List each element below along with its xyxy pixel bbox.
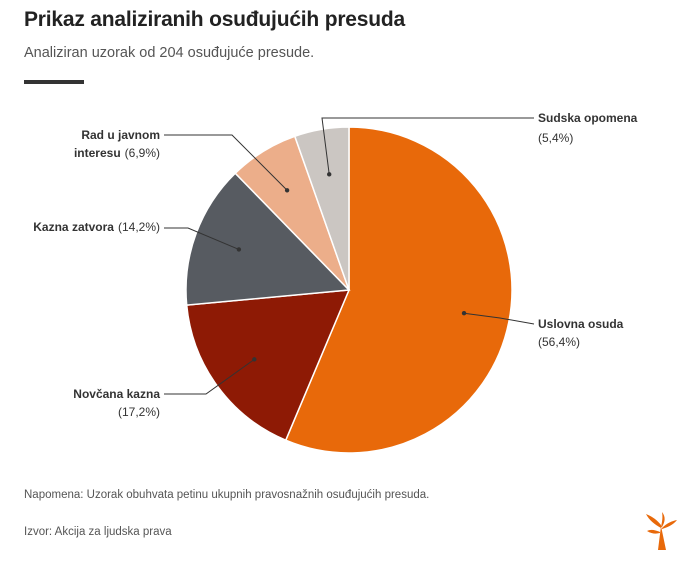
value-uslovna-osuda: (56,4%) <box>538 335 580 349</box>
leader-novcana-kazna <box>164 358 255 395</box>
slice-kazna-zatvora <box>185 172 351 306</box>
chart-title: Prikaz analiziranih osuđujućih presuda <box>24 8 405 31</box>
label-novcana-kazna: Novčana kazna <box>73 387 160 401</box>
pie-chart: Uslovna osuda (56,4%) Novčana kazna (17,… <box>33 111 638 454</box>
leader-rad-u-javnom-interesu-dot <box>284 188 290 193</box>
leader-novcana-kazna-dot <box>252 357 257 362</box>
label-uslovna-osuda: Uslovna osuda <box>538 317 624 331</box>
slice-uslovna-osuda <box>284 126 513 454</box>
leader-kazna-zatvora-dot <box>236 247 242 252</box>
value-novcana-kazna: (17,2%) <box>118 405 160 419</box>
rfe-torch-logo <box>646 512 677 550</box>
leader-sudska-opomena-dot <box>327 172 332 177</box>
label-kazna-zatvora: Kazna zatvora <box>33 220 114 234</box>
label-sudska-opomena: Sudska opomena <box>538 111 638 125</box>
label-rad-line2: interesu (6,9%) <box>74 146 160 160</box>
leader-uslovna-osuda <box>463 312 535 325</box>
title-underline <box>24 80 84 84</box>
label-kazna-zatvora-line: Kazna zatvora (14,2%) <box>33 220 160 234</box>
leader-rad-u-javnom-interesu <box>164 134 288 191</box>
value-rad-u-javnom-interesu: (6,9%) <box>125 146 160 160</box>
chart-subtitle: Analiziran uzorak od 204 osuđujuće presu… <box>24 45 315 61</box>
source-line: Izvor: Akcija za ljudska prava <box>24 526 172 538</box>
slice-sudska-opomena <box>293 126 350 291</box>
footnote: Napomena: Uzorak obuhvata petinu ukupnih… <box>24 489 430 501</box>
value-kazna-zatvora: (14,2%) <box>118 220 160 234</box>
leader-uslovna-osuda-dot <box>461 311 467 316</box>
leader-kazna-zatvora <box>164 227 240 250</box>
value-sudska-opomena: (5,4%) <box>538 131 573 145</box>
leader-sudska-opomena <box>321 117 534 175</box>
label-rad-line2-name: interesu <box>74 146 121 160</box>
label-rad-line1: Rad u javnom <box>81 128 160 142</box>
